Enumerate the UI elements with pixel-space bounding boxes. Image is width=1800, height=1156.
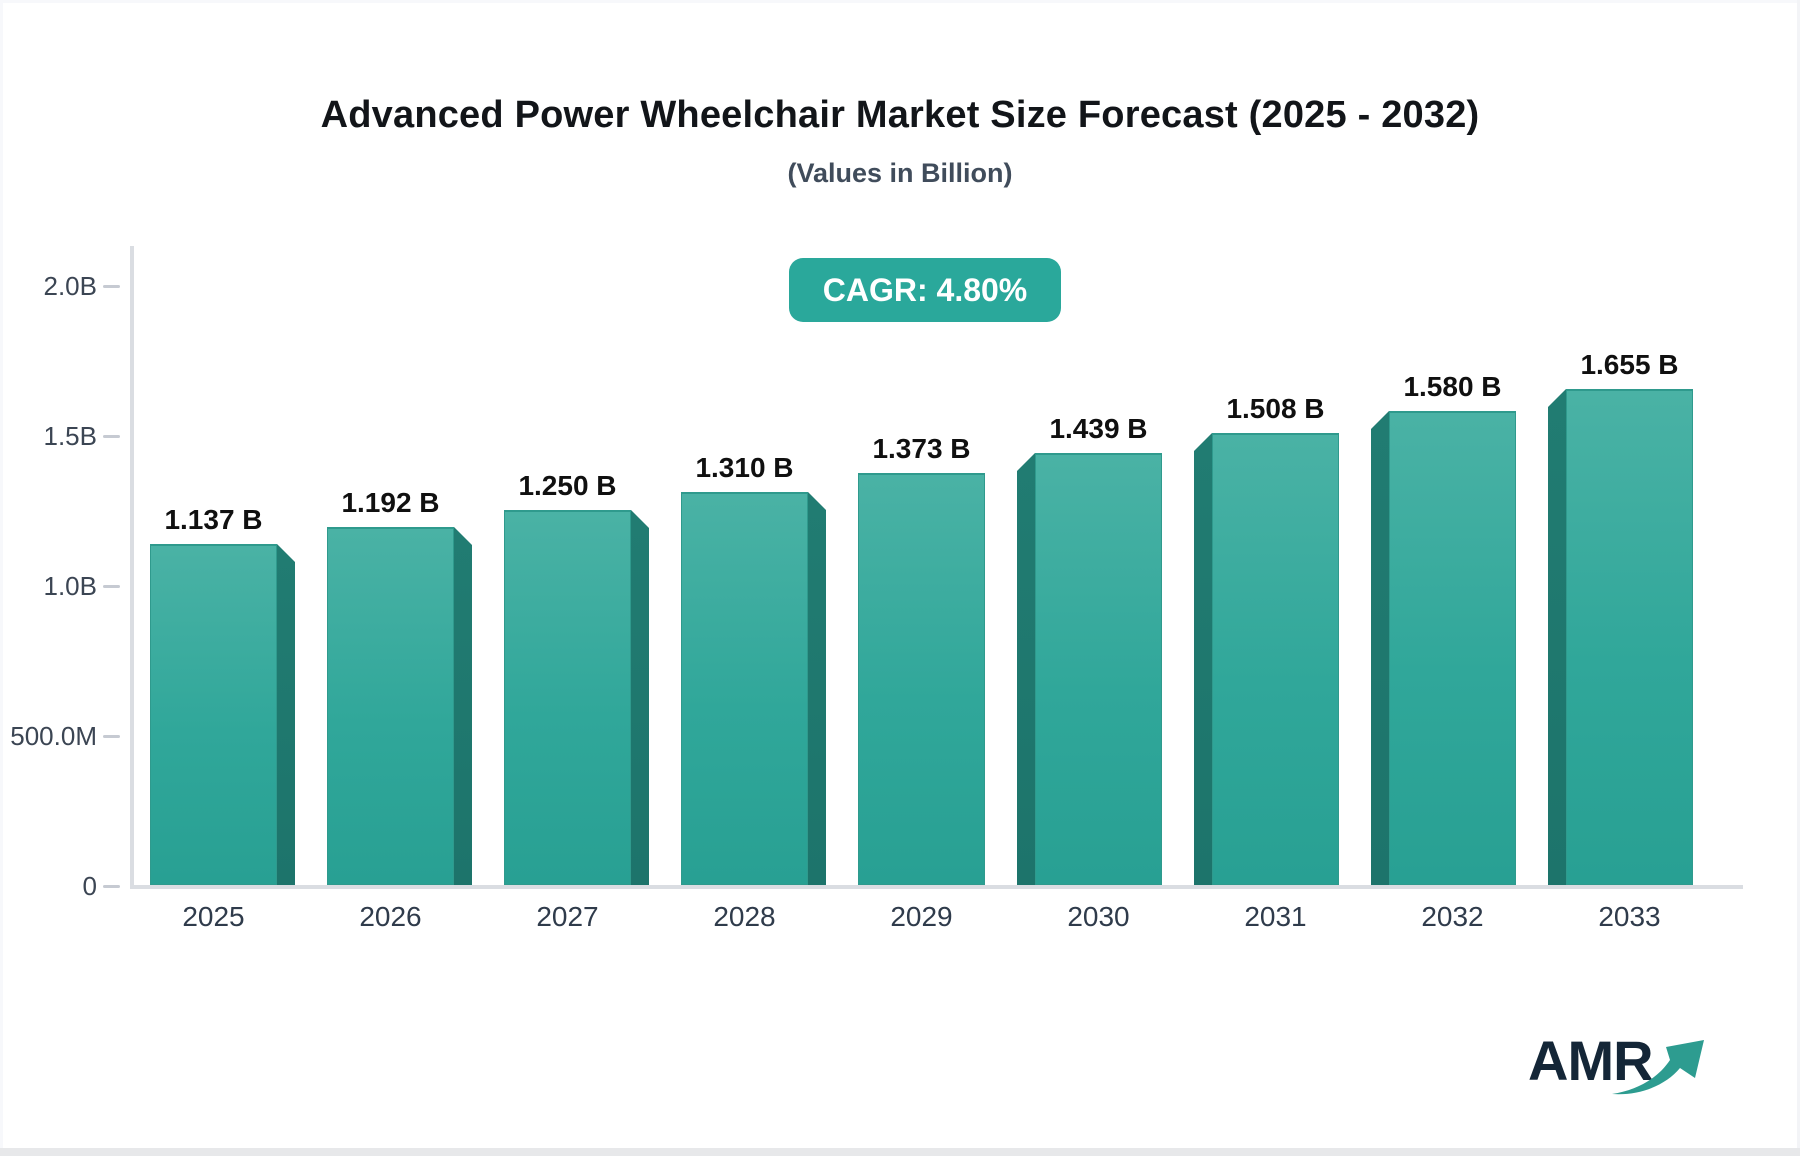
y-tick-mark: [103, 285, 120, 288]
bar-value-label-2033: 1.655 B: [1580, 349, 1679, 380]
y-tick-mark: [103, 435, 120, 438]
x-axis-label-2032: 2032: [1421, 901, 1484, 932]
bar-2032: [1389, 411, 1516, 885]
x-axis-label-2033: 2033: [1598, 901, 1661, 932]
bar-value-label-2028: 1.310 B: [695, 452, 794, 483]
page-edge-left: [0, 0, 3, 1156]
bar-side-2028: [808, 492, 826, 885]
bar-value-label-2032: 1.580 B: [1403, 371, 1502, 402]
bar-2029: [858, 473, 985, 885]
x-axis-label-2029: 2029: [890, 901, 953, 932]
bar-value-label-2030: 1.439 B: [1049, 413, 1148, 444]
bar-2026: [327, 527, 454, 885]
bar-side-2033: [1548, 389, 1566, 885]
cagr-badge: CAGR: 4.80%: [789, 258, 1061, 322]
bar-value-label-2026: 1.192 B: [341, 487, 440, 518]
x-axis-label-2031: 2031: [1244, 901, 1307, 932]
bar-value-label-2031: 1.508 B: [1226, 393, 1325, 424]
x-axis-label-2030: 2030: [1067, 901, 1130, 932]
bar-2027: [504, 510, 631, 885]
y-tick-label-2.0B: 2.0B: [43, 271, 98, 301]
y-tick-label-500.0M: 500.0M: [10, 721, 97, 751]
amr-logo: AMR: [1528, 1030, 1728, 1110]
bar-2033: [1566, 389, 1693, 885]
y-tick-label-0: 0: [82, 871, 97, 901]
x-axis-label-2027: 2027: [536, 901, 599, 932]
y-tick-label-1.0B: 1.0B: [43, 571, 98, 601]
bar-2025: [150, 544, 277, 885]
bar-value-label-2025: 1.137 B: [164, 504, 263, 535]
x-axis-label-2025: 2025: [182, 901, 245, 932]
bar-side-2030: [1017, 453, 1035, 885]
bar-2030: [1035, 453, 1162, 885]
chart-subtitle: (Values in Billion): [787, 158, 1013, 188]
page-edge-top: [0, 0, 1800, 3]
page-edge-right: [1797, 0, 1800, 1156]
y-tick-mark: [103, 885, 120, 888]
chart-title: Advanced Power Wheelchair Market Size Fo…: [320, 94, 1480, 136]
bar-side-2032: [1371, 411, 1389, 885]
bar-2028: [681, 492, 808, 885]
growth-arrow-icon: [1612, 1040, 1704, 1095]
x-axis-label-2026: 2026: [359, 901, 422, 932]
y-tick-mark: [103, 585, 120, 588]
bar-side-2025: [277, 544, 295, 885]
page-edge-bottom: [0, 1148, 1800, 1156]
bar-side-2026: [454, 527, 472, 885]
y-axis-line: [130, 246, 134, 889]
x-axis-line: [130, 885, 1743, 889]
bar-2031: [1212, 433, 1339, 885]
x-axis-label-2028: 2028: [713, 901, 776, 932]
y-tick-mark: [103, 735, 120, 738]
bar-side-2031: [1194, 433, 1212, 885]
amr-logo-text: AMR: [1528, 1029, 1654, 1092]
bar-value-label-2027: 1.250 B: [518, 470, 617, 501]
y-tick-label-1.5B: 1.5B: [43, 421, 98, 451]
bar-value-label-2029: 1.373 B: [872, 433, 971, 464]
bar-side-2027: [631, 510, 649, 885]
